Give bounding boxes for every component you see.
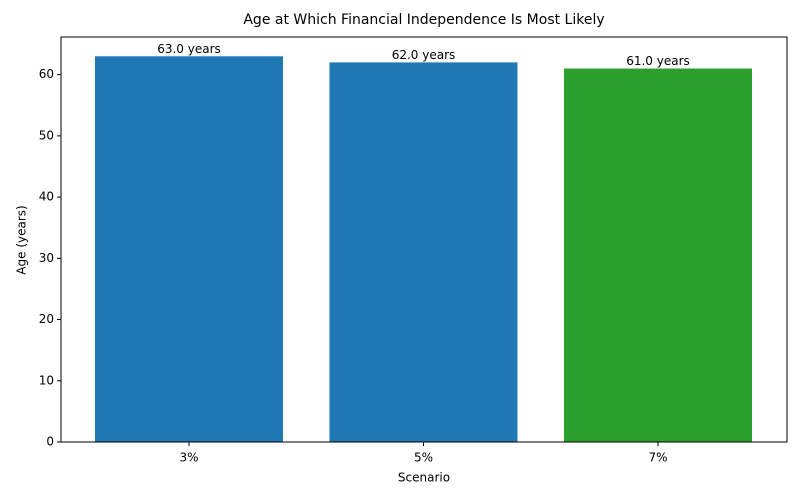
data-label: 61.0 years	[626, 54, 690, 68]
x-tick-label: 3%	[179, 451, 198, 465]
y-axis-label: Age (years)	[15, 205, 29, 274]
y-tick-label: 20	[39, 312, 54, 326]
chart-title: Age at Which Financial Independence Is M…	[243, 12, 604, 28]
data-label: 63.0 years	[157, 42, 221, 56]
x-tick-label: 5%	[414, 451, 433, 465]
axes-frame	[60, 36, 788, 443]
bar	[329, 62, 518, 442]
x-axis-label: Scenario	[398, 471, 450, 485]
y-tick-label: 10	[39, 373, 54, 387]
y-tick-label: 30	[39, 251, 54, 265]
y-tick-label: 40	[39, 190, 54, 204]
y-tick-label: 60	[39, 67, 54, 81]
y-tick-label: 50	[39, 128, 54, 142]
y-tick-label: 0	[46, 435, 54, 449]
bar	[564, 68, 752, 442]
bar	[95, 56, 283, 443]
data-label: 62.0 years	[392, 48, 456, 62]
x-tick-label: 7%	[648, 451, 667, 465]
